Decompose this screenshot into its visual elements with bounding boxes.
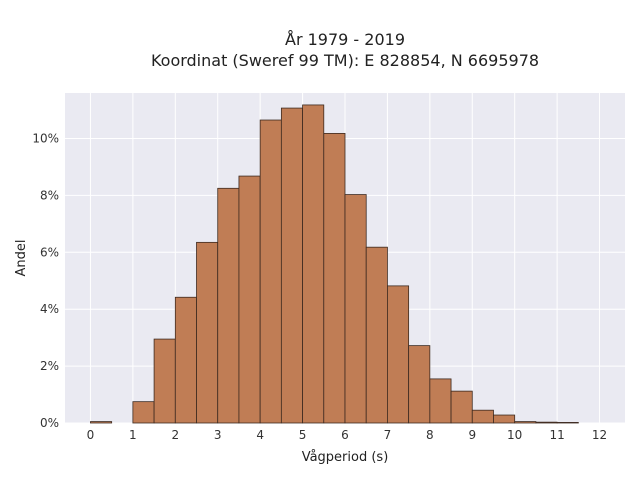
y-tick-label: 2% xyxy=(40,359,59,373)
x-tick-label: 4 xyxy=(256,428,264,442)
y-tick-label: 4% xyxy=(40,302,59,316)
y-tick-label: 8% xyxy=(40,188,59,202)
x-tick-label: 10 xyxy=(507,428,522,442)
y-axis-label: Andel xyxy=(14,240,29,277)
histogram-bar xyxy=(323,132,346,424)
y-tick-label: 6% xyxy=(40,245,59,259)
histogram-bar xyxy=(493,414,516,424)
histogram-bar xyxy=(90,421,113,424)
histogram-bar xyxy=(408,345,431,424)
histogram-bar xyxy=(514,421,537,424)
histogram-bar xyxy=(238,175,261,424)
x-tick-label: 6 xyxy=(341,428,349,442)
x-tick-label: 11 xyxy=(549,428,564,442)
bars-group xyxy=(90,104,579,424)
histogram-bar xyxy=(471,409,494,424)
x-tick-label: 3 xyxy=(214,428,222,442)
x-tick-label: 2 xyxy=(171,428,179,442)
x-tick-label: 1 xyxy=(129,428,137,442)
y-tick-label: 10% xyxy=(32,132,59,146)
histogram-bar xyxy=(365,246,388,424)
x-tick-label: 12 xyxy=(592,428,607,442)
histogram-bar xyxy=(387,285,410,424)
histogram-bar xyxy=(280,107,303,424)
histogram-bar xyxy=(302,104,325,424)
chart-subtitle: Koordinat (Sweref 99 TM): E 828854, N 66… xyxy=(151,51,539,70)
x-tick-label: 5 xyxy=(299,428,307,442)
x-tick-label: 9 xyxy=(468,428,476,442)
histogram-bar xyxy=(556,422,579,424)
x-tick-label: 8 xyxy=(426,428,434,442)
histogram-bar xyxy=(132,401,155,424)
x-tick-label: 7 xyxy=(384,428,392,442)
histogram-bar xyxy=(429,378,452,424)
histogram-bar xyxy=(450,390,473,424)
y-tick-label: 0% xyxy=(40,416,59,430)
histogram-bar xyxy=(344,194,367,424)
x-axis-label: Vågperiod (s) xyxy=(302,450,389,465)
x-tick-label: 0 xyxy=(87,428,95,442)
histogram-bar xyxy=(174,296,197,424)
chart-title: År 1979 - 2019 xyxy=(285,30,405,49)
histogram-bar xyxy=(259,119,282,424)
x-tick-labels: 0 1 2 3 4 5 6 7 8 9 10 11 12 xyxy=(87,428,608,442)
histogram-bar xyxy=(196,241,219,424)
histogram-bar xyxy=(153,338,176,424)
y-tick-labels: 0% 2% 4% 6% 8% 10% xyxy=(32,132,59,430)
histogram-bar xyxy=(535,421,558,424)
histogram-bar xyxy=(217,187,240,424)
